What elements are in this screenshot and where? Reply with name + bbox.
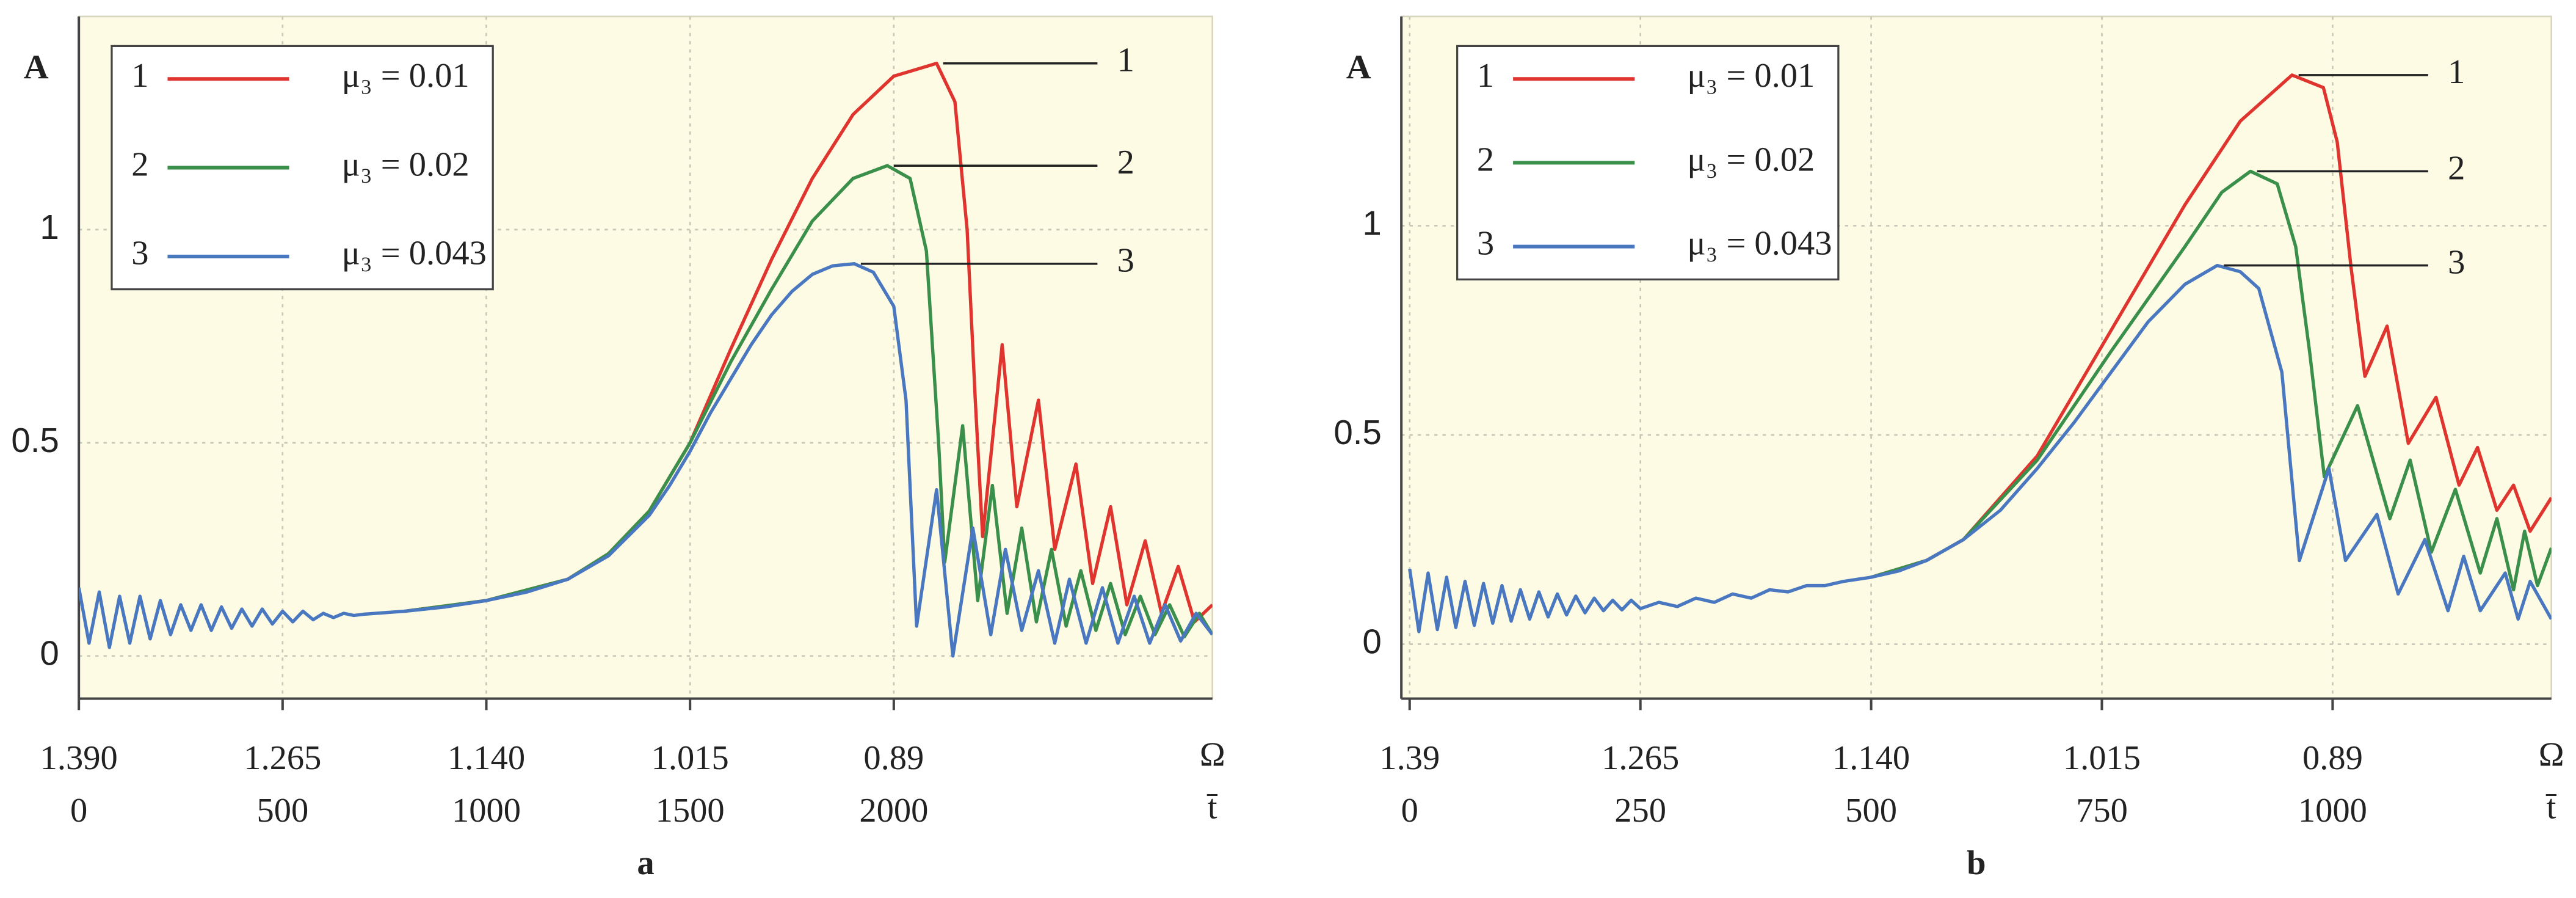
legend-number: 1 [1477, 57, 1494, 95]
series-line [1408, 263, 2552, 633]
x2-axis-label: t̄ [2545, 789, 2556, 827]
omega-tick-label: 1.140 [448, 739, 525, 777]
callout-label: 2 [2448, 149, 2465, 187]
x-axis-label: Ω [1200, 736, 1225, 773]
callout-label: 1 [1117, 42, 1134, 79]
legend-number: 1 [131, 57, 148, 95]
series-line [1870, 73, 2552, 579]
panel-label: a [637, 844, 654, 882]
legend-name: μ₃ = 0.043 [342, 235, 487, 272]
x-tick-label: 2000 [859, 792, 928, 830]
y-axis-label: A [24, 49, 49, 87]
legend-name: μ₃ = 0.02 [342, 145, 470, 183]
x2-axis-label: t̄ [1206, 789, 1217, 827]
legend: 1 μ₃ = 0.01 2 μ₃ = 0.02 3 μ₃ = 0.043 [111, 45, 494, 291]
x-tick-label: 750 [2076, 792, 2128, 830]
x-tick-label: 500 [256, 792, 308, 830]
callout-label: 3 [1117, 242, 1134, 280]
chart: 0 0.5 1 1.390 0 1.265 500 1.140 1000 1.015 1500 0.8… [11, 15, 1225, 882]
legend-number: 3 [131, 235, 148, 272]
callout-label: 1 [2448, 53, 2465, 91]
omega-tick-label: 1.140 [1832, 739, 1910, 777]
omega-tick-label: 1.015 [2063, 739, 2141, 777]
series-line [79, 262, 1213, 658]
x-tick-label: 1500 [656, 792, 725, 830]
y-axis-label: A [1346, 49, 1371, 87]
callout-label: 2 [1117, 144, 1134, 181]
legend-name: μ₃ = 0.01 [342, 57, 470, 95]
legend-number: 2 [1477, 141, 1494, 178]
legend-number: 3 [1477, 225, 1494, 263]
omega-tick-label: 0.89 [2302, 739, 2363, 777]
x-tick-label: 250 [1614, 792, 1666, 830]
y-tick-label: 0.5 [1333, 413, 1382, 451]
series-line [1870, 169, 2552, 592]
omega-tick-label: 1.39 [1379, 739, 1440, 777]
legend: 1 μ₃ = 0.01 2 μ₃ = 0.02 3 μ₃ = 0.043 [1456, 45, 1840, 281]
legend-name: μ₃ = 0.01 [1687, 57, 1815, 95]
legend-name: μ₃ = 0.02 [1687, 141, 1815, 178]
panel-label: b [1967, 844, 1986, 882]
series-line [404, 164, 1213, 639]
y-tick-label: 0 [1362, 622, 1381, 660]
omega-tick-label: 1.265 [244, 739, 321, 777]
omega-tick-label: 0.89 [863, 739, 924, 777]
x-axis-label: Ω [2539, 736, 2564, 773]
x-tick-label: 1000 [452, 792, 521, 830]
omega-tick-label: 1.390 [40, 739, 118, 777]
y-tick-label: 0.5 [11, 421, 59, 459]
legend-number: 2 [131, 145, 148, 183]
omega-tick-label: 1.265 [1602, 739, 1679, 777]
chart: 0 0.5 1 1.39 0 1.265 250 1.140 500 1.015 750 0.89 10… [1333, 15, 2564, 882]
x-tick-label: 500 [1845, 792, 1897, 830]
x-tick-label: 0 [1401, 792, 1418, 830]
legend-name: μ₃ = 0.043 [1687, 225, 1832, 263]
x-tick-label: 1000 [2298, 792, 2367, 830]
y-tick-label: 0 [40, 634, 59, 673]
omega-tick-label: 1.015 [651, 739, 729, 777]
y-tick-label: 1 [40, 208, 59, 246]
x-tick-label: 0 [70, 792, 87, 830]
y-tick-label: 1 [1362, 203, 1381, 242]
callout-label: 3 [2448, 244, 2465, 282]
